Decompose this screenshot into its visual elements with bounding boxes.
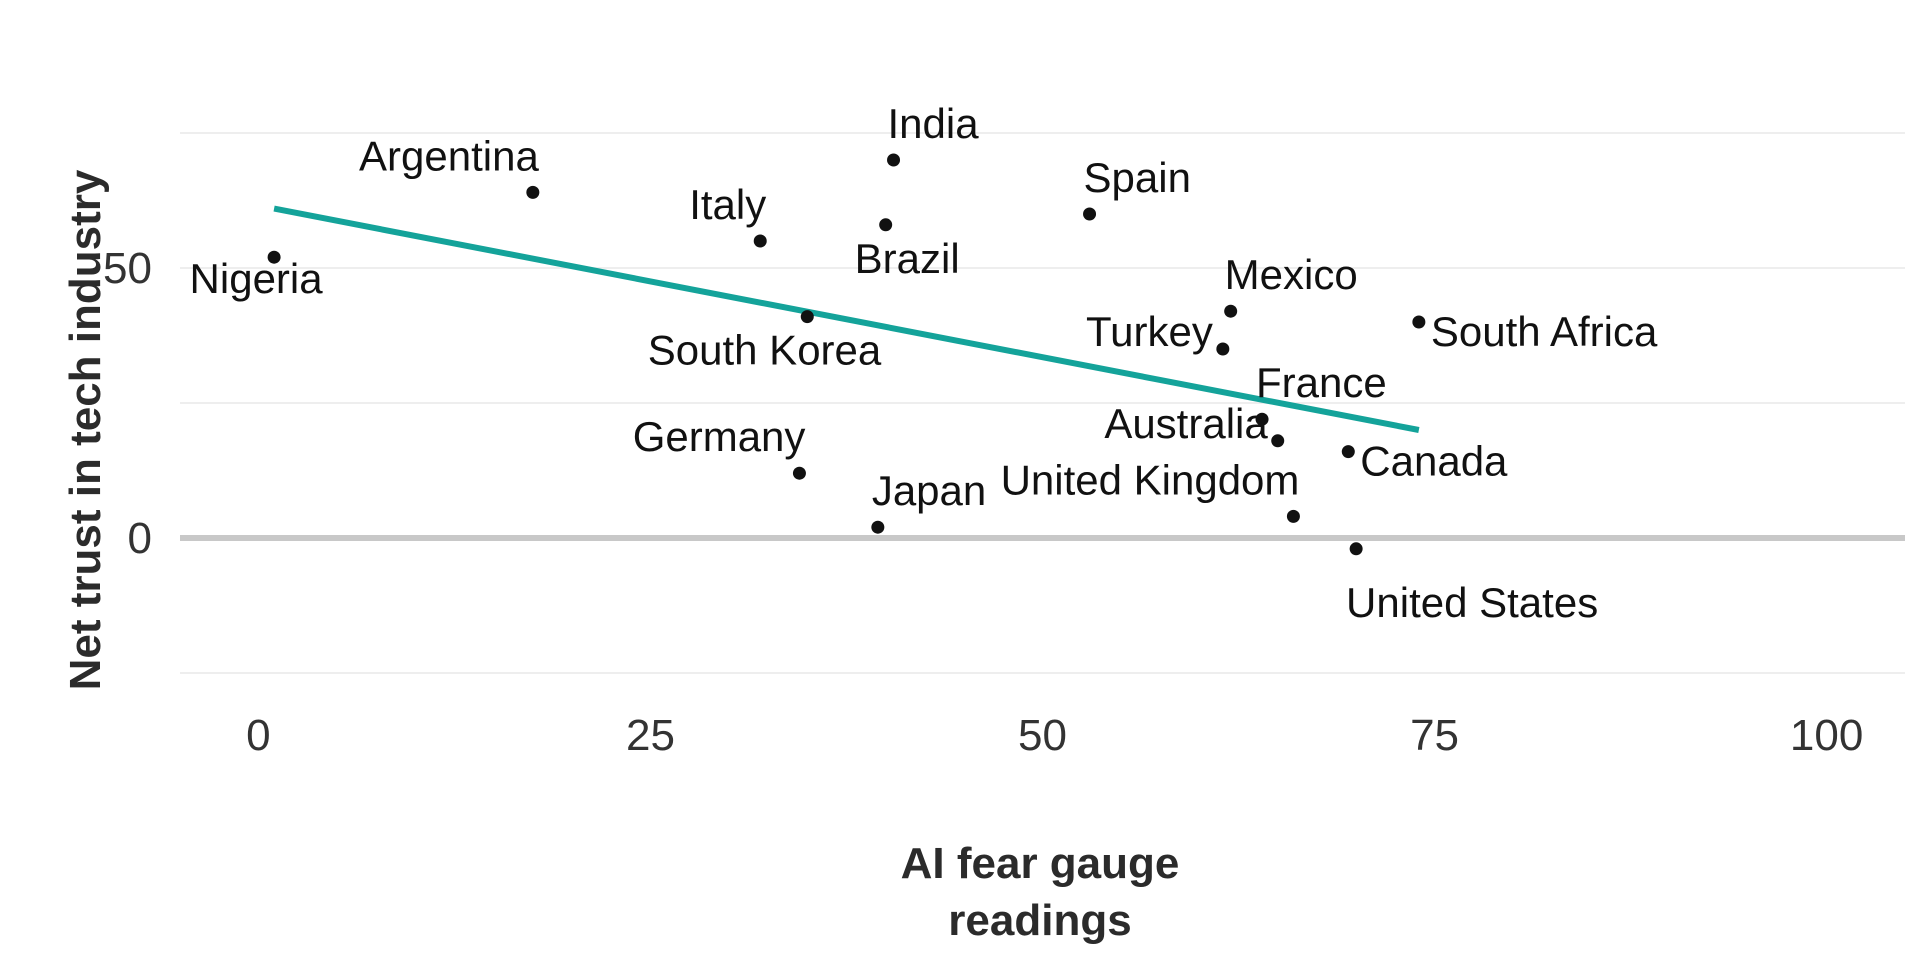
label-nigeria: Nigeria [190,255,324,302]
gridlines [180,132,1905,674]
label-spain: Spain [1084,154,1191,201]
label-united-kingdom: United Kingdom [1001,456,1300,503]
label-mexico: Mexico [1225,251,1358,298]
point-spain [1083,207,1097,221]
x-axis-title-line-1: AI fear gauge [901,839,1180,888]
point-brazil [879,218,893,232]
x-tick-label: 0 [246,711,270,760]
x-tick-label: 50 [1018,711,1067,760]
point-labels: Nigeria Argentina Italy South Korea Germany J… [190,100,1658,626]
label-brazil: Brazil [855,235,960,282]
point-argentina [526,185,540,199]
point-nigeria [267,250,281,264]
point-south-africa [1412,315,1426,329]
point-germany [792,466,806,480]
x-tick-label: 75 [1410,711,1459,760]
label-germany: Germany [633,413,806,460]
data-points [267,153,1426,556]
point-canada [1341,445,1355,459]
label-france: France [1256,359,1387,406]
label-argentina: Argentina [359,132,539,179]
point-france [1255,412,1269,426]
y-tick-label: 50 [103,244,152,293]
label-italy: Italy [689,181,766,228]
point-india [887,153,901,167]
x-tick-label: 25 [626,711,675,760]
label-japan: Japan [872,467,986,514]
label-united-states: United States [1346,579,1598,626]
label-australia: Australia [1104,400,1268,447]
point-italy [753,234,767,248]
label-india: India [888,100,980,147]
tick-labels: 0 25 50 75 100 0 50 [103,244,1863,760]
label-south-korea: South Korea [648,327,882,374]
trendline-group [273,205,1420,433]
label-turkey: Turkey [1086,308,1213,355]
x-axis-title-line-2: readings [948,896,1131,945]
point-japan [871,520,885,534]
point-australia [1271,434,1285,448]
point-south-korea [800,310,814,324]
trend-line [273,205,1420,433]
label-south-africa: South Africa [1431,308,1658,355]
y-axis-title: Net trust in tech industry [61,169,110,690]
x-tick-label: 100 [1790,711,1863,760]
point-united-kingdom [1286,509,1300,523]
point-united-states [1349,542,1363,556]
y-tick-label: 0 [128,514,152,563]
point-turkey [1216,342,1230,356]
point-mexico [1224,304,1238,318]
label-canada: Canada [1360,438,1508,485]
